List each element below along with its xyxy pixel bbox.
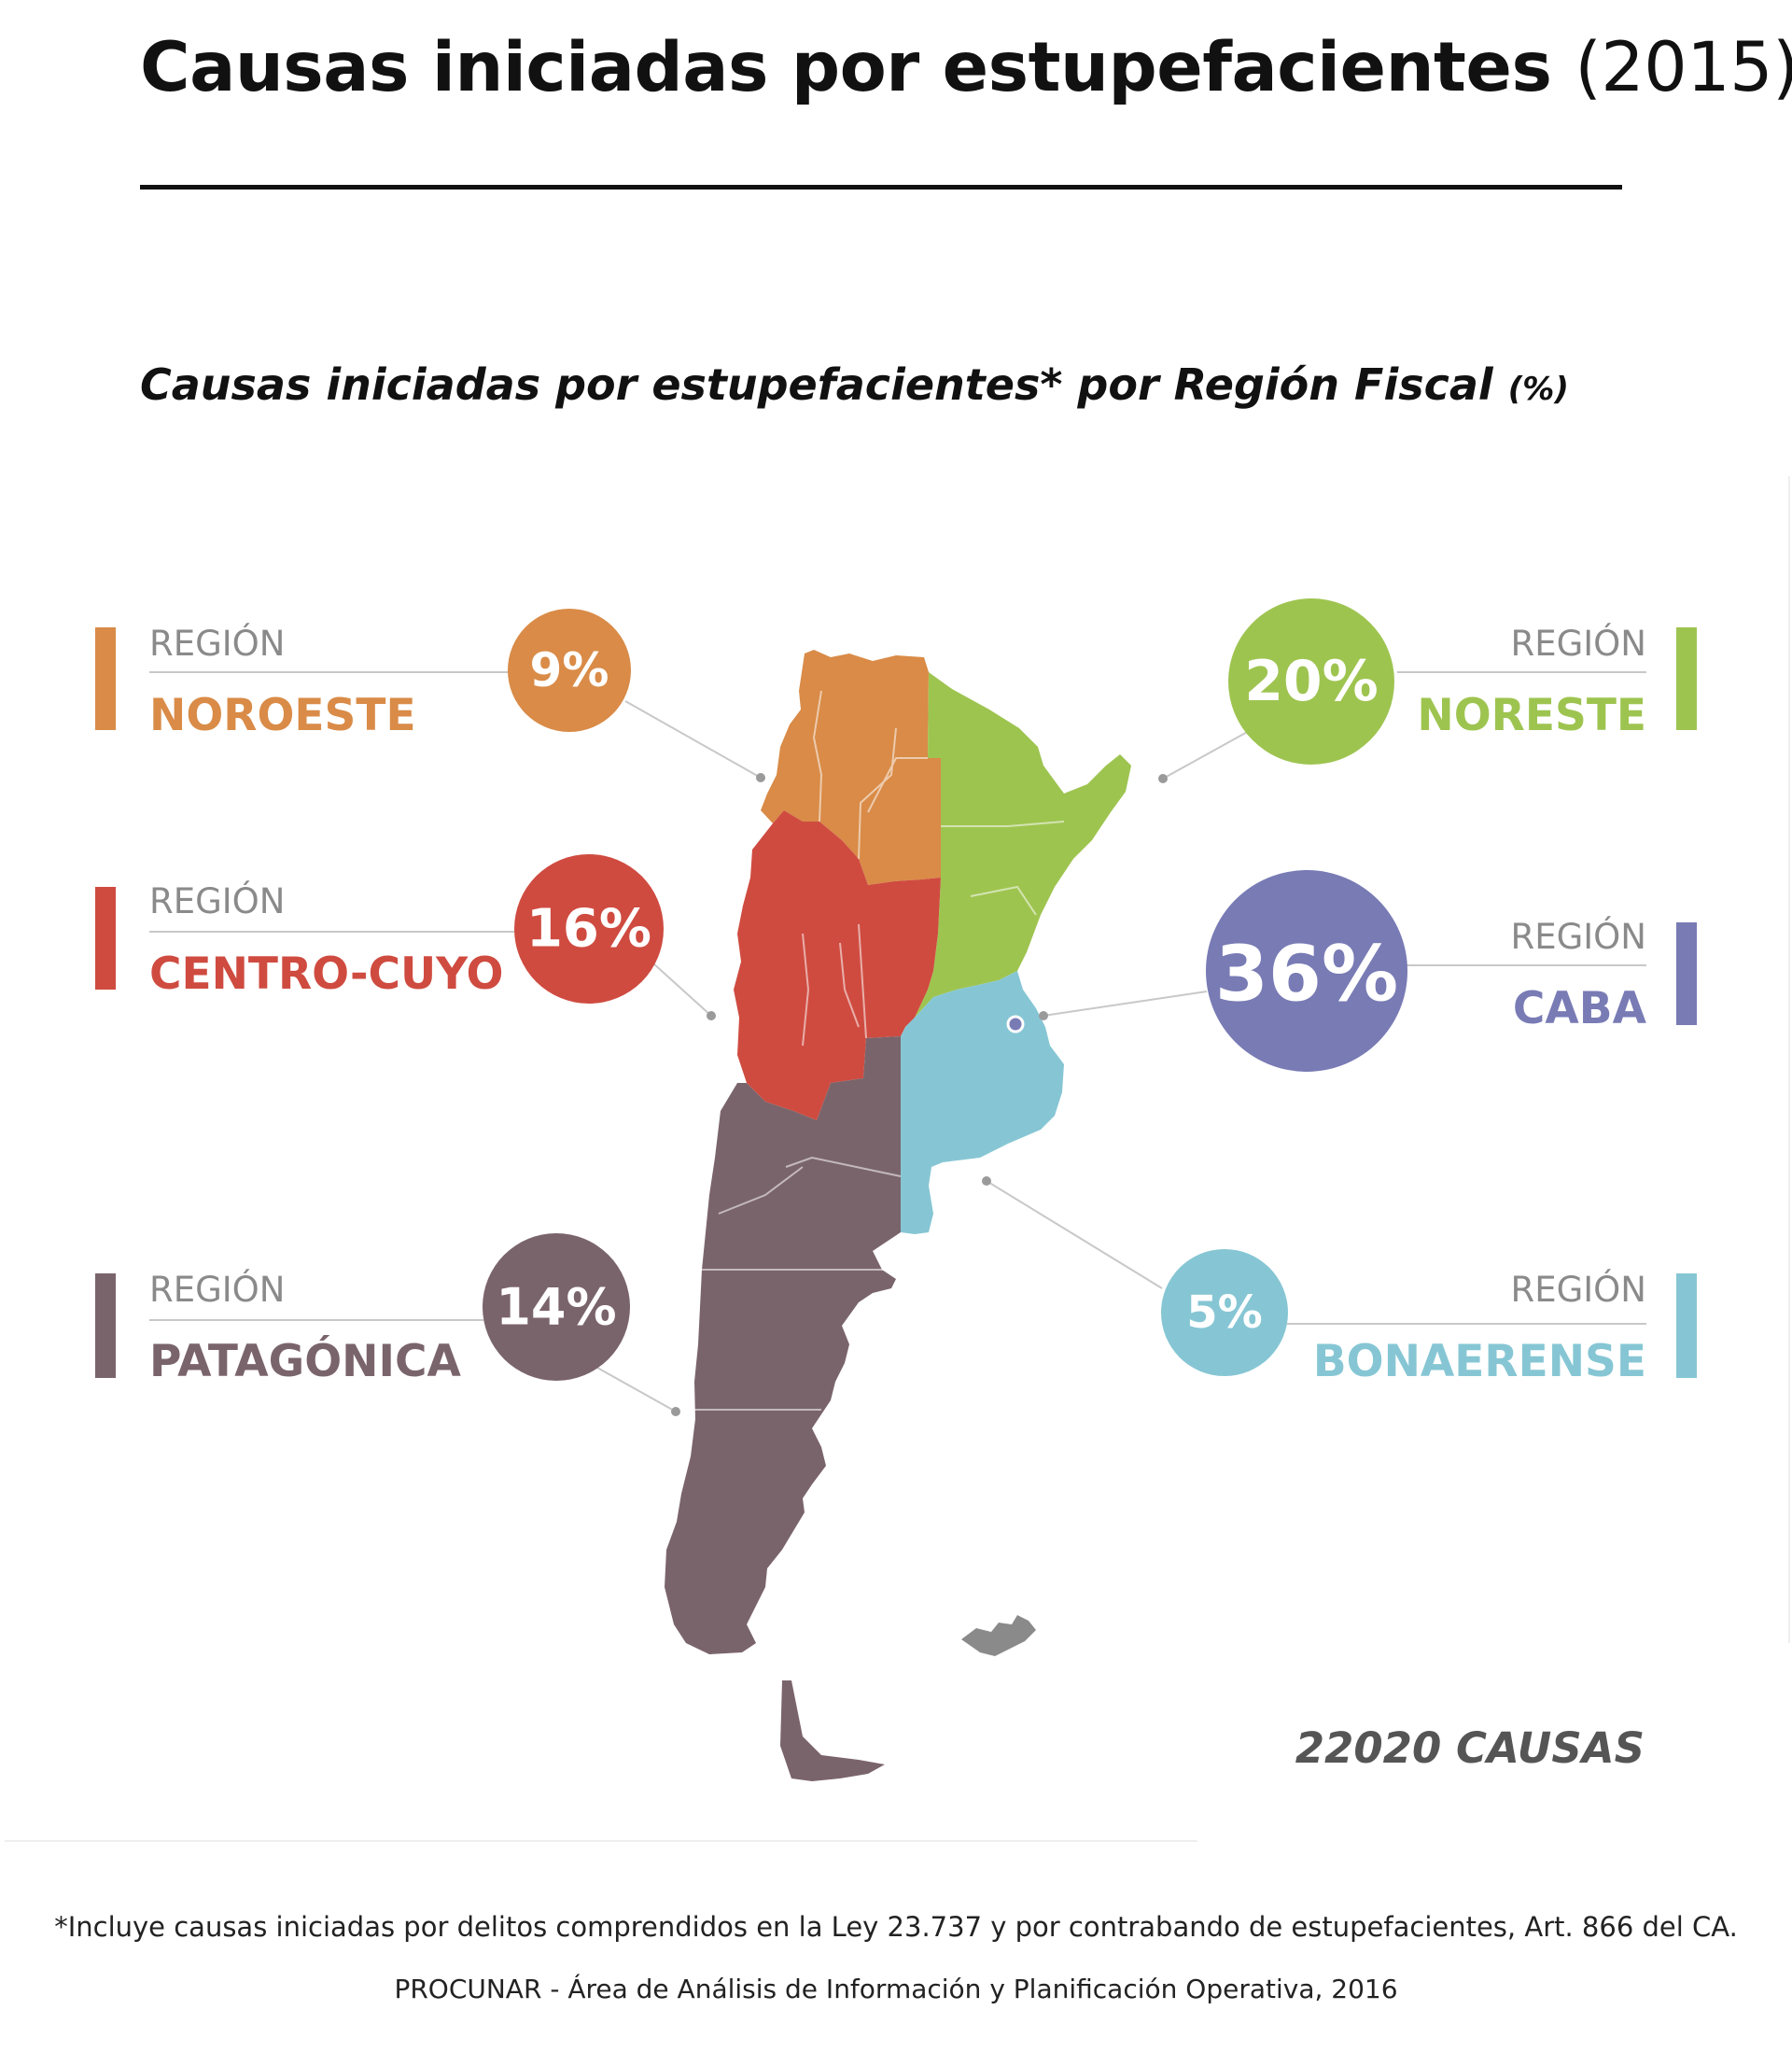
region-color-bar xyxy=(1676,1273,1697,1378)
region-card-bonaerense: REGIÓN BONAERENSE 5% xyxy=(1161,1249,1697,1387)
region-color-bar xyxy=(95,1273,116,1378)
map-region-patagonica xyxy=(665,1036,901,1654)
page-title-year: (2015) xyxy=(1575,28,1792,107)
page-title-main: Causas iniciadas por estupefacientes xyxy=(140,28,1552,107)
percent-value: 36% xyxy=(1215,931,1398,1019)
map-tierra-del-fuego xyxy=(780,1680,885,1781)
page-title: Causas iniciadas por estupefacientes (20… xyxy=(140,28,1792,107)
source-credit: PROCUNAR - Área de Análisis de Informaci… xyxy=(394,1974,1398,2004)
chart-title: Causas iniciadas por estupefacientes* po… xyxy=(140,359,1569,410)
region-name: CABA xyxy=(1513,983,1647,1034)
region-name: CENTRO-CUYO xyxy=(149,949,504,1000)
total-cases: 22020 CAUSAS xyxy=(1295,1723,1645,1773)
map-region-bonaerense xyxy=(901,971,1064,1234)
argentina-map xyxy=(665,650,1131,1781)
region-prefix: REGIÓN xyxy=(1511,1269,1646,1310)
region-prefix: REGIÓN xyxy=(1511,916,1646,957)
map-province-borders xyxy=(694,690,1065,1411)
percent-bubble xyxy=(508,609,631,732)
percent-value: 20% xyxy=(1244,649,1379,714)
percent-value: 14% xyxy=(496,1278,616,1337)
percent-bubble xyxy=(1206,870,1407,1072)
percent-bubble xyxy=(1228,598,1394,765)
bottom-divider xyxy=(5,1840,1197,1842)
region-card-centro-cuyo: REGIÓN CENTRO-CUYO 16% xyxy=(95,854,664,1004)
percent-value: 16% xyxy=(526,899,651,960)
map-region-noroeste xyxy=(761,650,941,885)
chart-title-main: Causas iniciadas por estupefacientes* po… xyxy=(140,359,1493,410)
percent-bubble xyxy=(483,1233,630,1381)
map-region-centro-cuyo xyxy=(734,810,941,1120)
right-divider xyxy=(1788,476,1790,1643)
region-prefix: REGIÓN xyxy=(149,880,285,921)
region-name: PATAGÓNICA xyxy=(149,1336,461,1387)
map-region-noreste xyxy=(915,672,1131,1018)
region-name: NOROESTE xyxy=(149,690,416,741)
footnote: *Incluye causas iniciadas por delitos co… xyxy=(54,1911,1738,1943)
region-card-patagonica: REGIÓN PATAGÓNICA 14% xyxy=(95,1233,630,1387)
caba-location-dot xyxy=(1006,1015,1025,1033)
connector-dots xyxy=(671,773,1168,1416)
region-prefix: REGIÓN xyxy=(149,623,285,664)
connector-lines xyxy=(149,671,1646,1413)
region-prefix: REGIÓN xyxy=(1511,623,1646,664)
region-name: NORESTE xyxy=(1417,690,1646,741)
region-color-bar xyxy=(95,627,116,730)
chart-title-unit: (%) xyxy=(1507,371,1569,408)
region-color-bar xyxy=(1676,627,1697,730)
percent-bubble xyxy=(1161,1249,1288,1376)
percent-value: 9% xyxy=(530,643,609,697)
percent-value: 5% xyxy=(1186,1286,1263,1339)
region-prefix: REGIÓN xyxy=(149,1269,285,1310)
region-name: BONAERENSE xyxy=(1313,1336,1646,1387)
region-card-caba: REGIÓN CABA 36% xyxy=(1206,870,1697,1072)
percent-bubble xyxy=(514,854,664,1004)
map-islas-malvinas xyxy=(961,1615,1036,1656)
title-divider xyxy=(140,185,1622,190)
region-card-noreste: REGIÓN NORESTE 20% xyxy=(1228,598,1697,765)
region-color-bar xyxy=(1676,922,1697,1025)
region-card-noroeste: REGIÓN NOROESTE 9% xyxy=(95,609,631,741)
region-color-bar xyxy=(95,887,116,990)
